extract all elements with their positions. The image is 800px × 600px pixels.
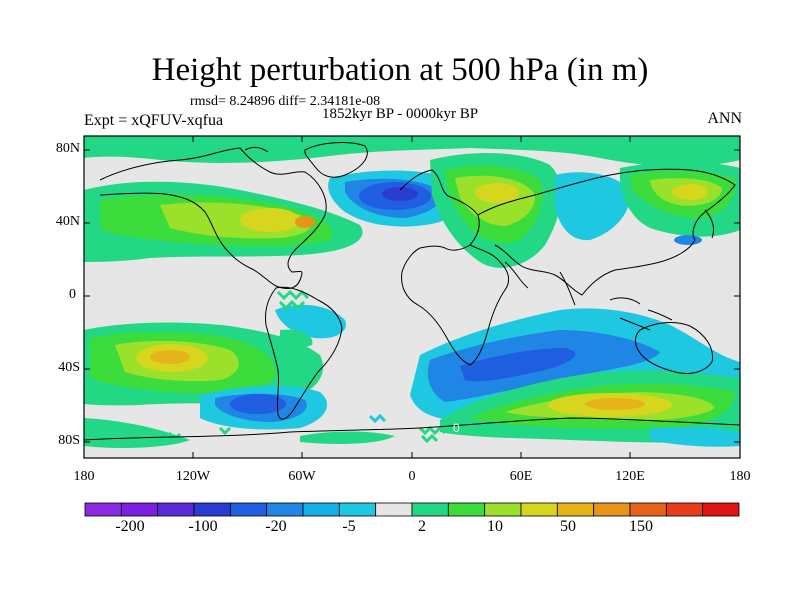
lon-tick-label: 0: [408, 469, 416, 484]
lat-tick-label: 40N: [55, 214, 80, 229]
contour-zero-label: 0: [453, 421, 460, 435]
colorbar: [84, 502, 740, 517]
lat-tick-label: 80N: [55, 141, 80, 156]
colorbar-tick-label: -200: [115, 518, 145, 535]
colorbar-swatch: [302, 502, 340, 517]
lon-tick-label: 60E: [509, 469, 533, 484]
colorbar-swatch: [338, 502, 377, 517]
map-title: Height perturbation at 500 hPa (in m): [151, 52, 649, 88]
colorbar-tick-label: 50: [560, 518, 576, 535]
colorbar-swatch: [665, 502, 704, 517]
colorbar-swatch: [266, 502, 304, 517]
colorbar-swatch: [702, 502, 740, 517]
colorbar-swatch: [629, 502, 667, 517]
colorbar-swatch: [484, 502, 522, 517]
colorbar-swatch: [193, 502, 231, 517]
lon-tick-label: 180: [729, 469, 751, 484]
colorbar-tick-label: -20: [265, 518, 287, 535]
anomaly-field: [84, 136, 740, 458]
lon-tick-label: 180: [73, 469, 95, 484]
colorbar-tick-label: 2: [418, 518, 426, 535]
lat-tick-label: 40S: [58, 360, 80, 375]
colorbar-tick-label: -5: [342, 518, 356, 535]
colorbar-swatch: [556, 502, 595, 517]
colorbar-swatch: [411, 502, 449, 517]
axis-ticks: [83, 136, 741, 458]
colorbar-swatch: [593, 502, 631, 517]
colorbar-swatch: [520, 502, 558, 517]
arctic-band: [84, 136, 740, 167]
season-label: ANN: [707, 110, 742, 127]
colorbar-swatch: [157, 502, 195, 517]
colorbar-swatch: [375, 502, 413, 517]
lon-tick-label: 120E: [615, 469, 645, 484]
experiment-label: Expt = xQFUV-xqfua: [84, 112, 224, 129]
colorbar-tick-label: -100: [188, 518, 218, 535]
period-label: 1852kyr BP - 0000kyr BP: [322, 106, 479, 122]
colorbar-tick-label: 10: [487, 518, 503, 535]
colorbar-swatch: [84, 502, 122, 517]
colorbar-tick-label: 150: [629, 518, 653, 535]
colorbar-swatch: [447, 502, 486, 517]
lon-tick-label: 120W: [175, 469, 211, 484]
stats-line: rmsd= 8.24896 diff= 2.34181e-08: [190, 94, 381, 109]
colorbar-swatch: [229, 502, 268, 517]
lon-tick-label: 60W: [288, 469, 316, 484]
lat-tick-label: 80S: [58, 433, 80, 448]
colorbar-swatch: [120, 502, 159, 517]
coastlines: [84, 142, 740, 441]
lat-tick-label: 0: [69, 287, 76, 302]
speckle-patches: [158, 289, 702, 444]
